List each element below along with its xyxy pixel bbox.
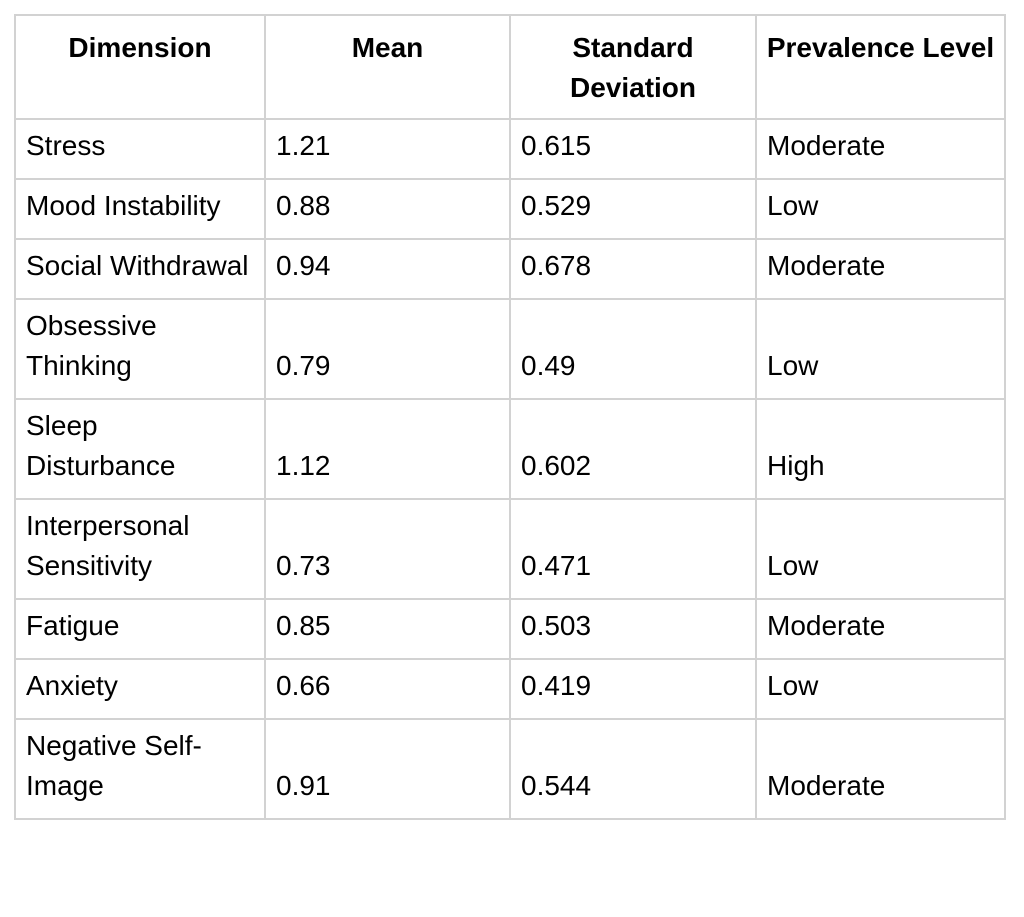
cell-standard-deviation: 0.419 <box>509 658 757 720</box>
table-row: Stress 1.21 0.615 Moderate <box>14 118 1006 180</box>
cell-prevalence-level: Moderate <box>755 118 1006 180</box>
table-row: Mood Instability 0.88 0.529 Low <box>14 178 1006 240</box>
cell-prevalence-level: Moderate <box>755 598 1006 660</box>
cell-prevalence-level: Low <box>755 498 1006 600</box>
table-row: Fatigue 0.85 0.503 Moderate <box>14 598 1006 660</box>
cell-mean: 0.91 <box>264 718 511 820</box>
cell-prevalence-level: Low <box>755 178 1006 240</box>
cell-prevalence-level: Moderate <box>755 238 1006 300</box>
table-body: Stress 1.21 0.615 Moderate Mood Instability 0… <box>14 118 1006 820</box>
cell-mean: 0.85 <box>264 598 511 660</box>
cell-dimension: Fatigue <box>14 598 266 660</box>
cell-prevalence-level: Moderate <box>755 718 1006 820</box>
table-row: Anxiety 0.66 0.419 Low <box>14 658 1006 720</box>
cell-dimension: Anxiety <box>14 658 266 720</box>
cell-dimension: Obsessive Thinking <box>14 298 266 400</box>
cell-dimension: Mood Instability <box>14 178 266 240</box>
table-header: Dimension Mean Standard Deviation Preval… <box>14 14 1006 120</box>
cell-prevalence-level: Low <box>755 298 1006 400</box>
table-row: Social Withdrawal 0.94 0.678 Moderate <box>14 238 1006 300</box>
header-mean: Mean <box>264 14 511 120</box>
table-row: Sleep Disturbance 1.12 0.602 High <box>14 398 1006 500</box>
cell-dimension: Social Withdrawal <box>14 238 266 300</box>
cell-prevalence-level: Low <box>755 658 1006 720</box>
cell-standard-deviation: 0.615 <box>509 118 757 180</box>
cell-dimension: Interpersonal Sensitivity <box>14 498 266 600</box>
cell-standard-deviation: 0.503 <box>509 598 757 660</box>
cell-mean: 1.12 <box>264 398 511 500</box>
cell-mean: 0.88 <box>264 178 511 240</box>
table-row: Obsessive Thinking 0.79 0.49 Low <box>14 298 1006 400</box>
dimension-stats-table: Dimension Mean Standard Deviation Preval… <box>14 14 1006 820</box>
table-row: Interpersonal Sensitivity 0.73 0.471 Low <box>14 498 1006 600</box>
cell-standard-deviation: 0.602 <box>509 398 757 500</box>
cell-standard-deviation: 0.49 <box>509 298 757 400</box>
cell-dimension: Stress <box>14 118 266 180</box>
cell-standard-deviation: 0.678 <box>509 238 757 300</box>
cell-mean: 0.73 <box>264 498 511 600</box>
cell-standard-deviation: 0.529 <box>509 178 757 240</box>
header-dimension: Dimension <box>14 14 266 120</box>
cell-mean: 0.94 <box>264 238 511 300</box>
header-prevalence-level: Prevalence Level <box>755 14 1006 120</box>
cell-mean: 1.21 <box>264 118 511 180</box>
cell-dimension: Sleep Disturbance <box>14 398 266 500</box>
cell-mean: 0.79 <box>264 298 511 400</box>
cell-standard-deviation: 0.471 <box>509 498 757 600</box>
cell-dimension: Negative Self-Image <box>14 718 266 820</box>
header-row: Dimension Mean Standard Deviation Preval… <box>14 14 1006 120</box>
header-standard-deviation: Standard Deviation <box>509 14 757 120</box>
cell-standard-deviation: 0.544 <box>509 718 757 820</box>
cell-prevalence-level: High <box>755 398 1006 500</box>
table-row: Negative Self-Image 0.91 0.544 Moderate <box>14 718 1006 820</box>
cell-mean: 0.66 <box>264 658 511 720</box>
